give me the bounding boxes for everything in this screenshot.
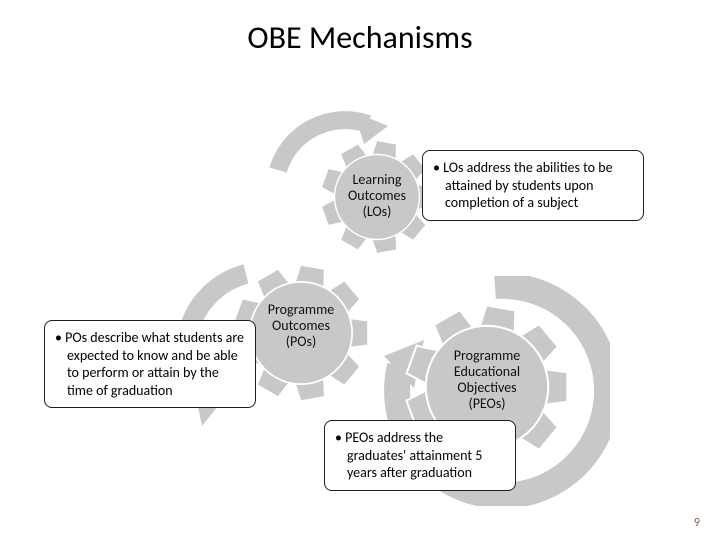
page-number: 9: [694, 516, 700, 530]
callout-peo: PEOs address the graduates' attainment 5…: [324, 420, 516, 491]
gear-po-line1: Programme: [268, 301, 335, 318]
gear-peo-line4: (PEOs): [468, 395, 505, 412]
gear-po-line3: (POs): [286, 333, 316, 350]
callout-lo: LOs address the abilities to be attained…: [422, 150, 644, 221]
gear-lo-label: Learning Outcomes (LOs): [332, 172, 422, 220]
gear-lo-line3: (LOs): [363, 203, 392, 220]
callout-po: POs describe what students are expected …: [44, 320, 256, 408]
gear-po-line2: Outcomes: [272, 317, 330, 334]
page-title: OBE Mechanisms: [0, 18, 720, 57]
callout-peo-text: PEOs address the graduates' attainment 5…: [347, 429, 505, 482]
gear-peo-label: Programme Educational Objectives (PEOs): [428, 348, 546, 412]
gear-lo-line1: Learning: [353, 171, 402, 188]
gear-peo-line3: Objectives: [457, 379, 516, 396]
gear-peo-line2: Educational: [454, 363, 520, 380]
callout-po-text: POs describe what students are expected …: [67, 329, 245, 399]
gear-po-label: Programme Outcomes (POs): [246, 302, 356, 350]
callout-lo-text: LOs address the abilities to be attained…: [445, 159, 633, 212]
gear-peo-line1: Programme: [454, 347, 521, 364]
gear-lo-line2: Outcomes: [348, 187, 406, 204]
